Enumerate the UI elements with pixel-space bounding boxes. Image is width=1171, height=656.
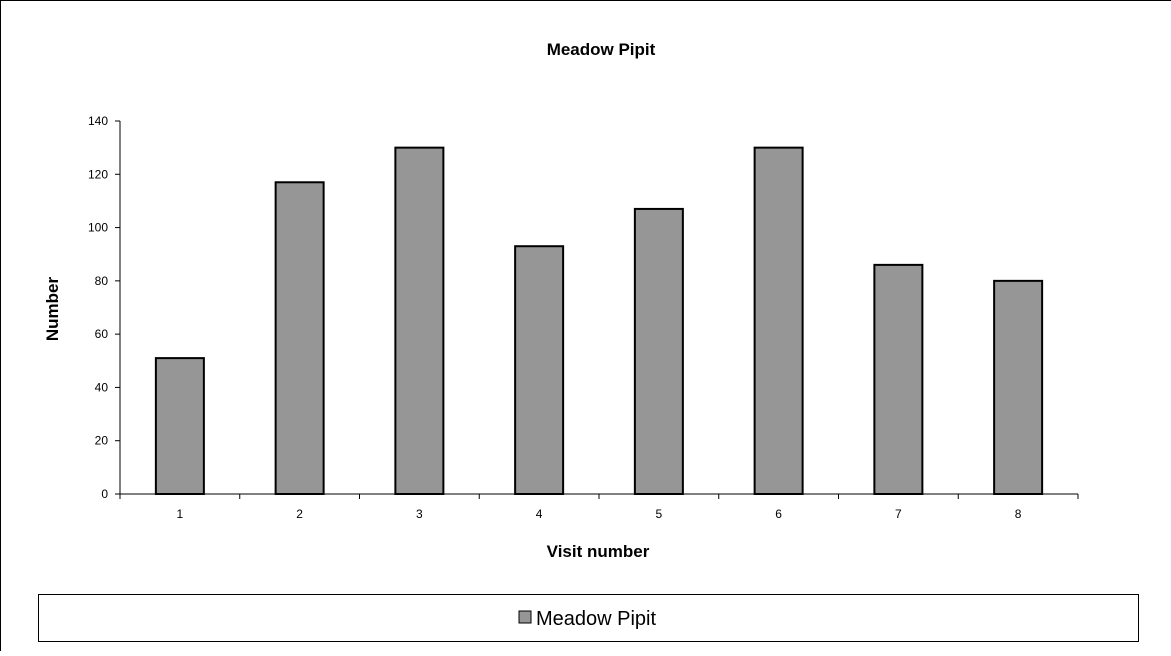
- bar-visit-1: [156, 358, 204, 494]
- y-tick-label: 0: [101, 487, 108, 501]
- y-tick-label: 20: [95, 434, 109, 448]
- x-tick-label: 3: [416, 507, 423, 521]
- y-tick-label: 120: [88, 167, 108, 181]
- x-tick-label: 6: [775, 507, 782, 521]
- x-tick-label: 8: [1015, 507, 1022, 521]
- legend-label: Meadow Pipit: [536, 608, 657, 630]
- x-tick-label: 4: [536, 507, 543, 521]
- chart-title: Meadow Pipit: [547, 40, 656, 59]
- bar-visit-6: [755, 148, 803, 494]
- x-tick-label: 5: [656, 507, 663, 521]
- y-tick-label: 80: [95, 274, 109, 288]
- x-tick-label: 7: [895, 507, 902, 521]
- y-tick-label: 100: [88, 221, 108, 235]
- bar-visit-5: [635, 209, 683, 494]
- x-axis-ticks: 1 2 3 4 5 6 7 8: [120, 494, 1078, 521]
- bar-visit-3: [395, 148, 443, 494]
- bar-visit-2: [276, 182, 324, 494]
- y-axis-ticks: 0 20 40 60 80 100 120 140: [88, 114, 120, 501]
- y-tick-label: 140: [88, 114, 108, 128]
- y-tick-label: 40: [95, 380, 109, 394]
- y-tick-label: 60: [95, 327, 109, 341]
- bar-visit-8: [994, 281, 1042, 494]
- legend: Meadow Pipit: [39, 595, 1139, 642]
- x-tick-label: 1: [177, 507, 184, 521]
- legend-swatch: [519, 611, 531, 623]
- x-tick-label: 2: [296, 507, 303, 521]
- bar-visit-7: [874, 265, 922, 494]
- bar-visit-4: [515, 246, 563, 494]
- bar-group: [156, 148, 1042, 494]
- x-axis-title: Visit number: [547, 542, 650, 561]
- y-axis-title: Number: [43, 277, 62, 342]
